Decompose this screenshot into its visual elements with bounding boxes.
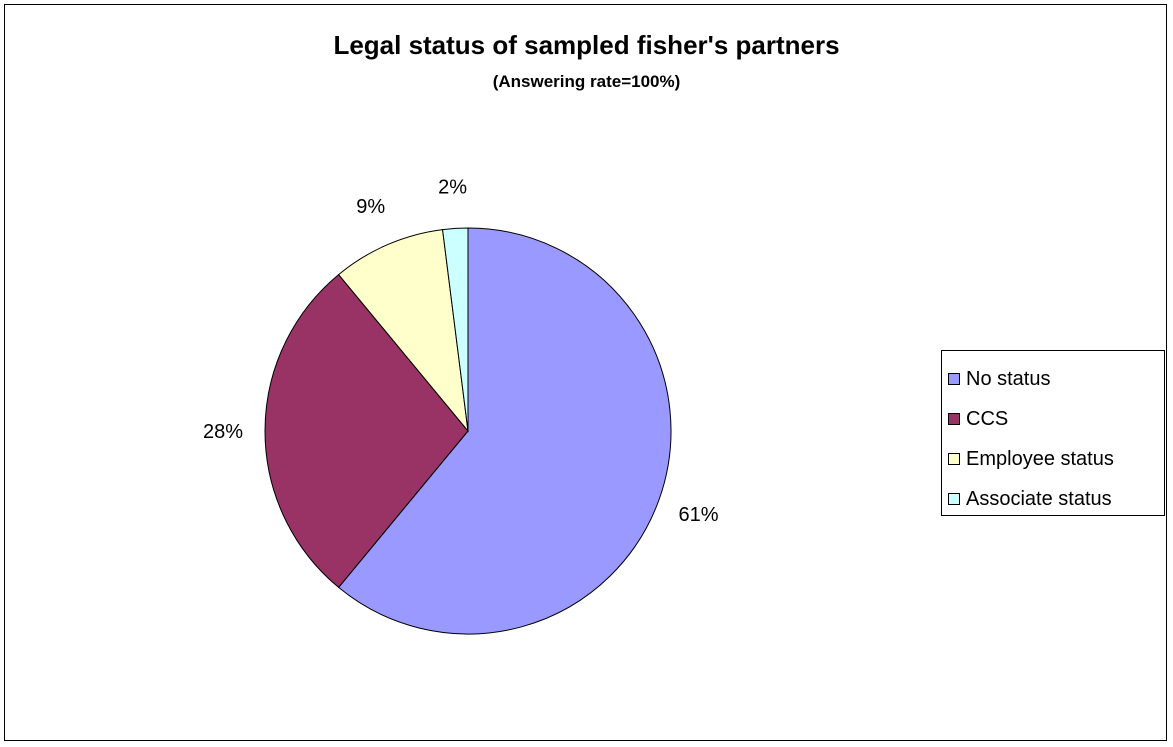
pie-slice-associate-status — [441, 227, 469, 432]
legend-label: No status — [966, 367, 1051, 390]
chart-title: Legal status of sampled fisher's partner… — [333, 30, 840, 60]
legend-label: CCS — [966, 407, 1009, 430]
data-label: 28% — [203, 421, 243, 443]
legend-label: Employee status — [966, 447, 1114, 470]
pie-slice-no-status — [337, 227, 672, 635]
legend-item-associate-status: Associate status — [948, 479, 1164, 519]
data-label: 9% — [356, 196, 385, 218]
legend-label: Associate status — [966, 487, 1112, 510]
legend-item-no-status: No status — [948, 359, 1164, 399]
legend-swatch — [948, 453, 960, 465]
legend: No status CCS Employee status Associate … — [941, 350, 1165, 516]
legend-item-employee-status: Employee status — [948, 439, 1164, 479]
data-label: 61% — [679, 504, 719, 526]
pie-slice-ccs — [264, 273, 469, 589]
pie-slice-employee-status — [337, 229, 469, 433]
legend-swatch — [948, 493, 960, 505]
data-label: 2% — [438, 176, 467, 198]
legend-swatch — [948, 413, 960, 425]
chart-subtitle: (Answering rate=100%) — [492, 72, 681, 91]
legend-swatch — [948, 373, 960, 385]
legend-item-ccs: CCS — [948, 399, 1164, 439]
